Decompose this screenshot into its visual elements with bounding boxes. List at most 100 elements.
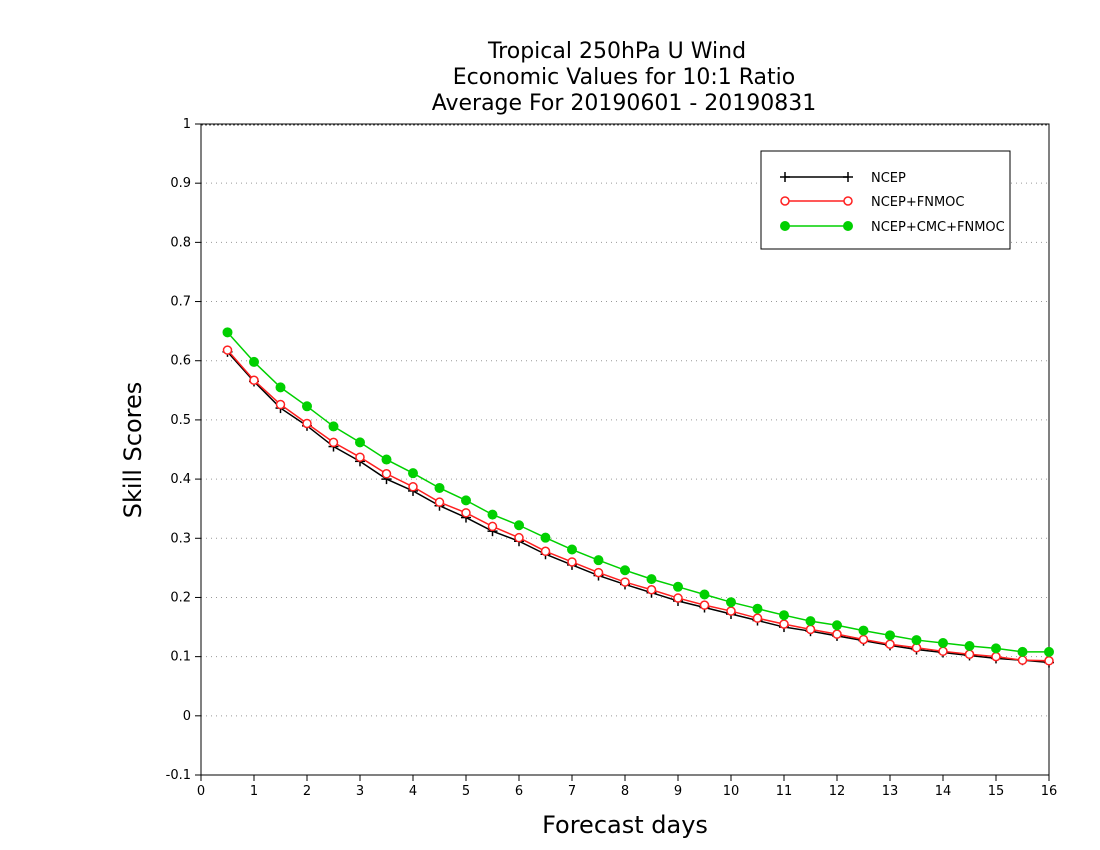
data-point-ncep-fnmoc (328, 437, 339, 448)
data-point-ncep-fnmoc (408, 482, 418, 492)
data-point-ncep-cmc-fnmoc (275, 382, 286, 393)
data-point-ncep-fnmoc (938, 646, 948, 657)
data-point-ncep-cmc-fnmoc (911, 635, 922, 646)
legend: NCEP NCEP+FNMOC NCEP+CMC+FNMOC (760, 150, 1011, 250)
legend-label-ncep: NCEP (871, 171, 906, 186)
series-line-ncep-fnmoc (226, 349, 1050, 662)
data-point-ncep-cmc-fnmoc (567, 544, 577, 555)
y-tick-label: 0 (183, 709, 191, 724)
chart-title: Tropical 250hPa U Wind Economic Values f… (432, 39, 817, 116)
data-point-ncep-cmc-fnmoc (991, 643, 1001, 654)
y-tick-label: 0.2 (170, 590, 191, 605)
data-point-ncep-cmc-fnmoc (858, 625, 869, 636)
y-tick-label: 1 (183, 117, 191, 132)
data-point-ncep-cmc-fnmoc (328, 421, 339, 432)
data-point-ncep-cmc-fnmoc (726, 597, 736, 608)
x-tick-label: 4 (409, 784, 417, 799)
legend-box (760, 150, 1011, 250)
title-line-3: Average For 20190601 - 20190831 (432, 91, 817, 116)
data-point-ncep-cmc-fnmoc (779, 610, 789, 621)
data-point-ncep-fnmoc (858, 634, 869, 645)
data-point-ncep-fnmoc (1044, 656, 1054, 666)
data-point-ncep-cmc-fnmoc (964, 640, 975, 651)
data-point-ncep-cmc-fnmoc (1017, 646, 1028, 657)
data-point-ncep-cmc-fnmoc (752, 603, 763, 614)
data-point-ncep-fnmoc (646, 585, 657, 595)
y-axis-title: Skill Scores (119, 382, 147, 519)
y-tick-label: 0.9 (170, 176, 191, 191)
data-point-ncep-cmc-fnmoc (620, 565, 630, 576)
data-point-ncep-fnmoc (620, 577, 630, 587)
data-point-ncep-fnmoc (593, 567, 604, 578)
data-point-ncep-cmc-fnmoc (938, 638, 948, 649)
data-point-ncep-fnmoc (222, 345, 233, 355)
x-axis-title: Forecast days (542, 811, 708, 839)
x-tick-label: 8 (621, 784, 629, 799)
data-point-ncep-fnmoc (540, 546, 551, 557)
data-point-ncep-cmc-fnmoc (355, 437, 365, 448)
y-tick-label: 0.4 (170, 472, 191, 487)
x-tick-label: 10 (723, 784, 740, 799)
data-point-ncep-fnmoc (752, 613, 763, 623)
data-point-ncep-fnmoc (302, 418, 312, 429)
x-tick-label: 14 (935, 784, 952, 799)
x-tick-label: 7 (568, 784, 576, 799)
data-point-ncep-fnmoc (514, 532, 524, 543)
x-tick-label: 0 (197, 784, 205, 799)
data-point-ncep-cmc-fnmoc (699, 589, 710, 600)
data-point-ncep-cmc-fnmoc (805, 616, 816, 627)
x-axis: 0 1 2 3 4 5 6 7 8 9 10 11 12 13 14 15 16 (197, 775, 1057, 799)
y-axis: -0.1 0 0.1 0.2 0.3 0.4 0.5 0.6 0.7 0.8 0.9 1 (166, 117, 201, 783)
data-point-ncep-cmc-fnmoc (593, 555, 604, 566)
data-point-ncep-fnmoc (991, 651, 1001, 662)
legend-marker-ncep (843, 172, 853, 182)
legend-marker-ncep-cmc-fnmoc (843, 221, 853, 231)
data-point-ncep-fnmoc (275, 399, 286, 410)
data-point-ncep-cmc-fnmoc (434, 482, 445, 493)
series-ncep (222, 346, 1054, 668)
grid (201, 124, 1049, 717)
x-tick-label: 2 (303, 784, 311, 799)
data-point-ncep-cmc-fnmoc (885, 630, 895, 641)
data-point-ncep-fnmoc (699, 600, 710, 610)
data-point-ncep-fnmoc (381, 469, 392, 479)
data-point-ncep-fnmoc (487, 521, 498, 532)
x-tick-label: 9 (674, 784, 682, 799)
legend-samples (780, 172, 853, 231)
data-point-ncep-cmc-fnmoc (646, 574, 657, 585)
series-group (222, 327, 1054, 668)
data-point-ncep-fnmoc (434, 497, 445, 507)
x-tick-label: 13 (882, 784, 899, 799)
data-point-ncep-fnmoc (726, 606, 736, 616)
data-point-ncep-fnmoc (673, 593, 683, 603)
x-tick-label: 16 (1041, 784, 1058, 799)
data-point-ncep-fnmoc (832, 629, 842, 639)
title-line-2: Economic Values for 10:1 Ratio (453, 65, 795, 90)
title-line-1: Tropical 250hPa U Wind (487, 39, 746, 64)
legend-marker-ncep-cmc-fnmoc (780, 221, 790, 231)
legend-marker-ncep (780, 172, 790, 182)
data-point-ncep-fnmoc (461, 508, 471, 518)
x-tick-label: 11 (776, 784, 793, 799)
x-tick-label: 1 (250, 784, 258, 799)
y-tick-label: 0.3 (170, 531, 191, 546)
legend-label-ncep-cmc-fnmoc: NCEP+CMC+FNMOC (871, 220, 1005, 235)
series-ncep-cmc-fnmoc (222, 327, 1054, 657)
data-point-ncep-cmc-fnmoc (1044, 646, 1054, 657)
y-tick-label: 0.5 (170, 413, 191, 428)
data-point-ncep-cmc-fnmoc (408, 468, 418, 479)
x-tick-label: 15 (988, 784, 1005, 799)
data-point-ncep-fnmoc (249, 375, 259, 386)
data-point-ncep-fnmoc (779, 619, 789, 629)
y-tick-label: -0.1 (166, 768, 191, 783)
x-tick-label: 6 (515, 784, 523, 799)
x-tick-label: 12 (829, 784, 846, 799)
data-point-ncep-cmc-fnmoc (540, 532, 551, 543)
series-line-ncep (226, 351, 1050, 664)
data-point-ncep-cmc-fnmoc (381, 454, 392, 465)
data-point-ncep-cmc-fnmoc (673, 581, 683, 592)
series-line-ncep-cmc-fnmoc (226, 331, 1049, 653)
y-tick-label: 0.1 (170, 650, 191, 665)
x-tick-label: 5 (462, 784, 470, 799)
